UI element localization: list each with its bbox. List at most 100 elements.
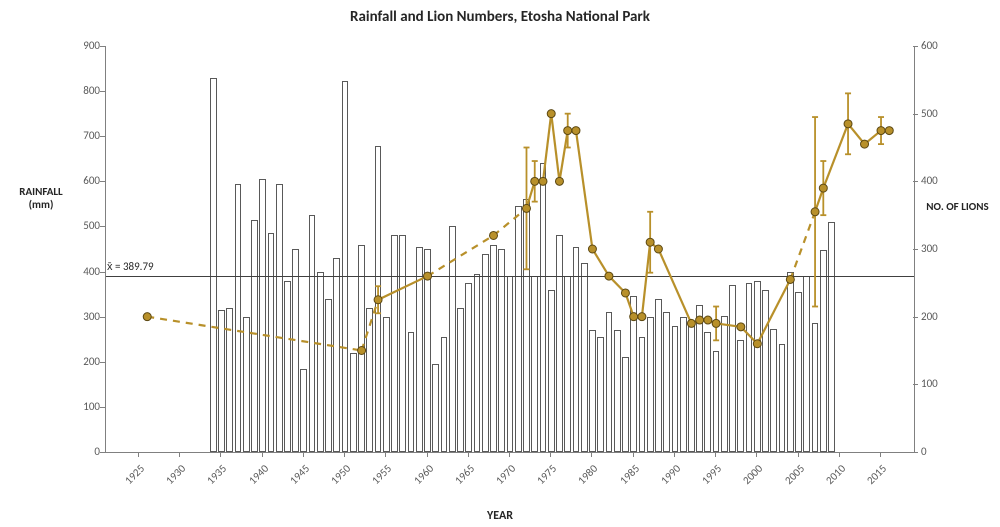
x-tick-label: 2005 — [769, 462, 806, 499]
rainfall-bar — [498, 249, 505, 452]
rainfall-bar — [515, 206, 522, 452]
rainfall-bar — [375, 146, 382, 452]
rainfall-bar — [309, 215, 316, 452]
x-tick-label: 1975 — [522, 462, 559, 499]
rainfall-bar — [342, 81, 349, 452]
x-tick-label: 1930 — [151, 462, 188, 499]
rainfall-bar — [713, 351, 720, 453]
rainfall-bar — [540, 163, 547, 452]
rainfall-bar — [828, 222, 835, 452]
y1-tick-label: 700 — [60, 129, 100, 142]
rainfall-bar — [680, 317, 687, 452]
rainfall-bar — [399, 235, 406, 452]
rainfall-bar — [589, 330, 596, 452]
mean-line — [106, 276, 914, 277]
rainfall-bar — [770, 329, 777, 452]
rainfall-bar — [350, 353, 357, 452]
rainfall-bar — [235, 184, 242, 452]
rainfall-bar — [556, 235, 563, 452]
rainfall-bar — [688, 321, 695, 452]
rainfall-bar — [218, 310, 225, 452]
rainfall-bar — [597, 337, 604, 452]
y2-axis-label: NO. OF LIONS — [915, 200, 1000, 213]
plot-area — [105, 46, 915, 453]
x-tick-label: 1980 — [563, 462, 600, 499]
rainfall-bar — [259, 179, 266, 452]
rainfall-bar — [795, 292, 802, 452]
chart-title: Rainfall and Lion Numbers, Etosha Nation… — [0, 8, 1000, 26]
rainfall-bar — [606, 312, 613, 452]
rainfall-bar — [276, 184, 283, 452]
x-tick-label: 1990 — [646, 462, 683, 499]
y1-tick-label: 600 — [60, 174, 100, 187]
x-tick-label: 1950 — [316, 462, 353, 499]
rainfall-bar — [622, 357, 629, 452]
x-tick-label: 1960 — [398, 462, 435, 499]
x-tick-label: 1985 — [604, 462, 641, 499]
x-tick-label: 1955 — [357, 462, 394, 499]
y2-tick-label: 300 — [921, 242, 961, 255]
rainfall-bar — [663, 312, 670, 452]
y1-tick-label: 300 — [60, 310, 100, 323]
rainfall-bar — [639, 337, 646, 452]
rainfall-bar — [581, 263, 588, 452]
rainfall-bar — [820, 250, 827, 452]
y2-tick-label: 200 — [921, 310, 961, 323]
rainfall-bar — [737, 340, 744, 452]
chart-container: Rainfall and Lion Numbers, Etosha Nation… — [0, 0, 1000, 527]
rainfall-bar — [614, 330, 621, 452]
rainfall-bar — [441, 337, 448, 452]
rainfall-bar — [762, 290, 769, 452]
rainfall-bar — [482, 254, 489, 452]
y1-axis-label: RAINFALL (mm) — [6, 185, 76, 211]
x-tick-label: 2015 — [852, 462, 889, 499]
rainfall-bar — [729, 285, 736, 452]
rainfall-bar — [655, 299, 662, 452]
rainfall-bar — [523, 199, 530, 452]
rainfall-bar — [424, 249, 431, 452]
rainfall-bar — [317, 272, 324, 452]
rainfall-bar — [507, 276, 514, 452]
rainfall-bar — [366, 308, 373, 452]
mean-line-label: x̄ = 389.79 — [107, 260, 154, 273]
x-tick-label: 1995 — [687, 462, 724, 499]
x-axis-label: YEAR — [0, 509, 1000, 523]
rainfall-bar — [383, 317, 390, 452]
y1-tick-label: 400 — [60, 265, 100, 278]
rainfall-bar — [531, 276, 538, 452]
rainfall-bar — [325, 299, 332, 452]
rainfall-bar — [754, 281, 761, 452]
rainfall-bar — [746, 283, 753, 452]
rainfall-bar — [564, 276, 571, 452]
x-tick-label: 1965 — [439, 462, 476, 499]
rainfall-bar — [268, 233, 275, 452]
x-tick-label: 2000 — [728, 462, 765, 499]
y1-tick-label: 100 — [60, 400, 100, 413]
y2-tick-label: 600 — [921, 39, 961, 52]
rainfall-bar — [432, 364, 439, 452]
y2-tick-label: 0 — [921, 445, 961, 458]
rainfall-bar — [391, 235, 398, 452]
rainfall-bar — [292, 249, 299, 452]
x-tick-label: 1940 — [233, 462, 270, 499]
rainfall-bar — [284, 281, 291, 452]
rainfall-bar — [803, 276, 810, 452]
rainfall-bar — [251, 220, 258, 452]
y2-tick-label: 500 — [921, 107, 961, 120]
rainfall-bar — [416, 247, 423, 452]
rainfall-bar — [226, 308, 233, 452]
y1-tick-label: 0 — [60, 445, 100, 458]
rainfall-bar — [243, 317, 250, 452]
y1-tick-label: 200 — [60, 355, 100, 368]
x-tick-label: 2010 — [810, 462, 847, 499]
rainfall-bar — [647, 317, 654, 452]
rainfall-bar — [474, 274, 481, 452]
x-tick-label: 1970 — [481, 462, 518, 499]
rainfall-bar — [408, 332, 415, 452]
rainfall-bar — [696, 305, 703, 452]
x-tick-label: 1925 — [110, 462, 147, 499]
rainfall-bar — [333, 258, 340, 452]
rainfall-bar — [548, 290, 555, 452]
rainfall-bar — [457, 308, 464, 452]
rainfall-bar — [787, 272, 794, 452]
